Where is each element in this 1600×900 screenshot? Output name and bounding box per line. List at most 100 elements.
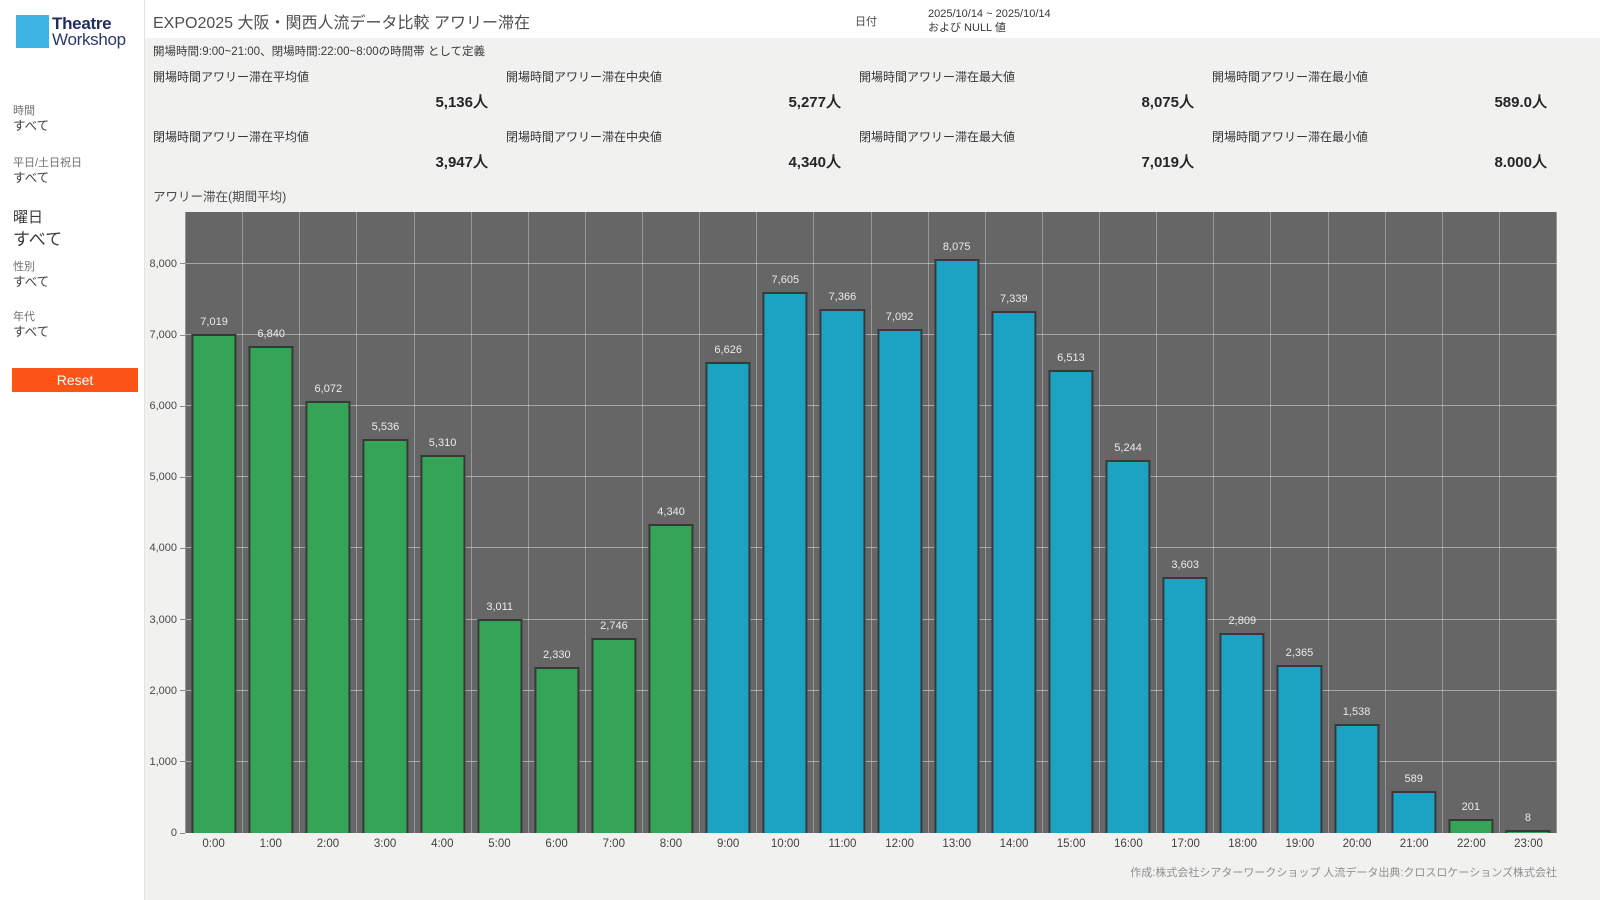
x-tick-label: 6:00 — [545, 838, 568, 850]
kpi-label: 閉場時間アワリー滞在中央値 — [506, 130, 663, 144]
bar-value-label: 2,809 — [1228, 615, 1257, 628]
bar-10:00[interactable] — [762, 292, 808, 833]
filter-weekday-holiday-value[interactable]: すべて — [13, 171, 50, 185]
x-tick-label: 20:00 — [1342, 838, 1372, 850]
bar-22:00[interactable] — [1448, 818, 1494, 833]
x-tick-label: 17:00 — [1171, 838, 1200, 850]
kpi-value: 3,947人 — [435, 154, 488, 171]
page-title: EXPO2025 大阪・関西人流データ比較 アワリー滞在 — [153, 15, 530, 32]
x-tick-label: 19:00 — [1285, 838, 1315, 850]
bar-value-label: 5,310 — [428, 437, 457, 450]
bar-23:00[interactable] — [1505, 830, 1551, 833]
y-tick-label: 7,000 — [149, 329, 177, 342]
filter-weekday-holiday[interactable]: 平日/土日祝日 すべて — [13, 157, 138, 186]
x-tick-label: 13:00 — [942, 838, 972, 850]
filter-time-label: 時間 — [13, 105, 35, 117]
bar-value-label: 8 — [1524, 812, 1531, 824]
bar-9:00[interactable] — [705, 361, 751, 833]
bar-0:00[interactable] — [191, 333, 237, 833]
chart-column-12:00: 7,092 — [872, 212, 929, 833]
kpi-label: 開場時間アワリー滞在中央値 — [506, 70, 663, 84]
y-tick-label: 2,000 — [149, 684, 177, 697]
chart-column-20:00: 1,538 — [1329, 212, 1386, 833]
logo-text: Theatre Workshop — [52, 15, 126, 48]
x-tick-label: 14:00 — [999, 838, 1029, 850]
y-tick-label: 0 — [170, 827, 177, 839]
kpi-closed-min: 閉場時間アワリー滞在最小値 8.000人 — [1204, 120, 1557, 180]
filter-gender[interactable]: 性別 すべて — [13, 261, 138, 290]
bar-value-label: 8,075 — [942, 240, 971, 253]
bar-value-label: 3,603 — [1171, 558, 1199, 571]
bar-value-label: 2,746 — [600, 619, 628, 632]
bar-5:00[interactable] — [477, 618, 523, 833]
y-tick: 8,000 — [149, 258, 185, 270]
kpi-open-average: 開場時間アワリー滞在平均値 5,136人 — [145, 60, 498, 120]
x-tick-label: 4:00 — [431, 838, 454, 850]
bar-20:00[interactable] — [1334, 723, 1380, 833]
bar-18:00[interactable] — [1219, 633, 1265, 833]
gridline — [186, 405, 1557, 407]
y-tick: 3,000 — [149, 614, 185, 626]
logo: Theatre Workshop — [16, 15, 126, 48]
filter-gender-value[interactable]: すべて — [13, 275, 50, 289]
bar-19:00[interactable] — [1276, 664, 1322, 833]
title-bar: EXPO2025 大阪・関西人流データ比較 アワリー滞在 日付 2025/10/… — [145, 0, 1600, 38]
chart-title: アワリー滞在(期間平均) — [153, 190, 287, 204]
filter-age-label: 年代 — [13, 311, 35, 323]
chart-column-23:00: 8 — [1500, 212, 1557, 833]
chart-column-9:00: 6,626 — [700, 212, 758, 833]
gridline — [186, 689, 1557, 691]
kpi-closed-max: 閉場時間アワリー滞在最大値 7,019人 — [851, 120, 1204, 180]
date-filter[interactable]: 日付 2025/10/14 ~ 2025/10/14 および NULL 値 — [855, 7, 1051, 35]
kpi-closed-median: 閉場時間アワリー滞在中央値 4,340人 — [498, 120, 851, 180]
reset-button[interactable]: Reset — [12, 368, 138, 392]
bar-value-label: 201 — [1461, 800, 1480, 813]
date-filter-value[interactable]: 2025/10/14 ~ 2025/10/14 および NULL 値 — [928, 7, 1051, 35]
bar-1:00[interactable] — [248, 346, 294, 833]
chart-column-22:00: 201 — [1443, 212, 1500, 833]
chart-column-11:00: 7,366 — [814, 212, 872, 833]
chart-column-6:00: 2,330 — [529, 212, 586, 833]
bar-6:00[interactable] — [534, 667, 580, 833]
bar-3:00[interactable] — [362, 439, 408, 833]
bar-21:00[interactable] — [1391, 791, 1437, 833]
bar-8:00[interactable] — [648, 524, 694, 833]
kpi-value: 8,075人 — [1141, 94, 1194, 111]
filter-time-value[interactable]: すべて — [13, 119, 50, 133]
y-axis: 0 1,000 2,000 3,000 4,000 5,000 6,000 7,000 8,00… — [145, 212, 185, 839]
x-tick-label: 1:00 — [259, 838, 282, 850]
filter-day-of-week[interactable]: 曜日 すべて — [13, 208, 138, 251]
y-tick-mark — [180, 547, 185, 549]
y-tick-label: 1,000 — [149, 755, 177, 768]
chart-column-3:00: 5,536 — [357, 212, 415, 833]
bar-value-label: 6,072 — [314, 383, 343, 396]
bar-14:00[interactable] — [991, 310, 1037, 833]
bar-15:00[interactable] — [1048, 369, 1094, 833]
filter-time[interactable]: 時間 すべて — [13, 105, 138, 134]
chart-column-13:00: 8,075 — [929, 212, 986, 833]
chart-column-5:00: 3,011 — [472, 212, 529, 833]
bar-11:00[interactable] — [819, 309, 865, 833]
bar-value-label: 6,840 — [257, 328, 285, 341]
chart-column-0:00: 7,019 — [186, 212, 244, 833]
bar-2:00[interactable] — [305, 401, 351, 833]
filter-day-of-week-value[interactable]: すべて — [13, 230, 63, 249]
bar-16:00[interactable] — [1105, 459, 1151, 833]
bar-value-label: 589 — [1404, 773, 1423, 786]
kpi-label: 開場時間アワリー滞在最小値 — [1212, 70, 1369, 84]
bar-7:00[interactable] — [591, 637, 637, 833]
kpi-value: 5,136人 — [435, 94, 488, 111]
kpi-closed-average: 閉場時間アワリー滞在平均値 3,947人 — [145, 120, 498, 180]
bar-13:00[interactable] — [934, 258, 980, 833]
bar-4:00[interactable] — [420, 455, 466, 833]
bar-12:00[interactable] — [877, 328, 923, 833]
filter-age-value[interactable]: すべて — [13, 325, 50, 339]
bar-17:00[interactable] — [1162, 576, 1208, 833]
bar-chart-plot: 7,019 6,840 6,072 5,536 5,310 3,011 2,330 2,746… — [185, 212, 1557, 833]
filter-age[interactable]: 年代 すべて — [13, 311, 138, 340]
y-tick-mark — [180, 832, 185, 834]
chart-column-15:00: 6,513 — [1043, 212, 1100, 833]
definition-subtitle: 開場時間:9:00~21:00、閉場時間:22:00~8:00の時間帯 として定… — [153, 46, 485, 58]
bar-value-label: 2,365 — [1285, 646, 1314, 659]
y-tick-mark — [180, 334, 185, 336]
